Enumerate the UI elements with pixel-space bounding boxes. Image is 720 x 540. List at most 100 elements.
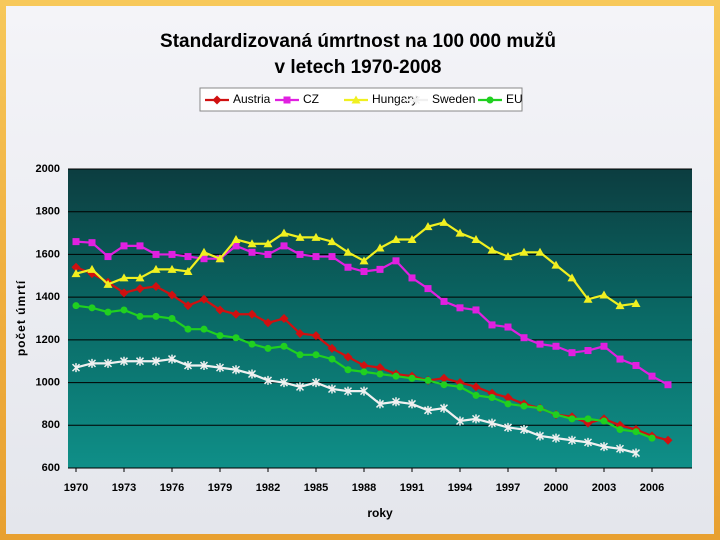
marker	[536, 340, 544, 348]
marker	[328, 355, 336, 363]
marker	[567, 273, 577, 282]
marker	[631, 448, 641, 458]
marker	[616, 426, 624, 434]
marker	[296, 351, 304, 359]
marker	[168, 250, 176, 258]
marker	[263, 318, 273, 328]
marker	[568, 349, 576, 357]
marker	[600, 342, 608, 350]
marker	[200, 255, 208, 263]
marker	[407, 399, 417, 409]
marker	[455, 416, 465, 426]
marker	[456, 383, 464, 391]
legend-label: Sweden	[432, 92, 475, 106]
marker	[232, 334, 240, 342]
x-tick-label: 2003	[592, 482, 616, 494]
marker	[552, 342, 560, 350]
x-axis-label: roky	[367, 506, 393, 520]
marker	[87, 264, 97, 273]
x-tick-label: 1979	[208, 482, 232, 494]
marker	[440, 297, 448, 305]
marker	[312, 351, 320, 359]
marker	[632, 428, 640, 436]
marker	[183, 267, 193, 276]
marker	[311, 232, 321, 241]
marker	[648, 372, 656, 380]
marker	[343, 352, 353, 362]
marker	[279, 314, 289, 323]
marker	[648, 434, 656, 442]
marker	[212, 95, 222, 105]
marker	[376, 265, 384, 273]
marker	[503, 422, 513, 432]
marker	[664, 381, 672, 389]
y-tick-label: 1800	[36, 206, 60, 218]
marker	[439, 373, 449, 383]
marker	[119, 273, 129, 282]
marker	[456, 304, 464, 312]
marker	[200, 325, 208, 333]
marker	[536, 404, 544, 412]
marker	[375, 399, 385, 409]
marker	[519, 425, 529, 435]
x-tick-label: 1973	[112, 482, 136, 494]
marker	[88, 239, 96, 247]
x-tick-label: 1976	[160, 482, 184, 494]
marker	[232, 242, 240, 250]
marker	[119, 288, 129, 298]
marker	[215, 254, 225, 263]
x-tick-label: 1970	[64, 482, 88, 494]
y-tick-label: 1200	[36, 334, 60, 346]
marker	[471, 414, 481, 424]
marker	[136, 312, 144, 320]
marker	[343, 386, 353, 396]
marker	[279, 378, 289, 388]
marker	[247, 239, 257, 248]
marker	[583, 294, 593, 303]
legend-label: CZ	[303, 92, 319, 106]
marker	[376, 370, 384, 378]
x-tick-label: 1991	[400, 482, 424, 494]
marker	[151, 281, 161, 291]
marker	[135, 356, 145, 366]
marker	[199, 294, 209, 304]
marker	[599, 442, 609, 452]
marker	[183, 301, 193, 311]
marker	[375, 243, 385, 252]
marker	[135, 273, 145, 282]
marker	[295, 382, 305, 392]
marker	[280, 342, 288, 350]
marker	[231, 365, 241, 375]
marker	[184, 253, 192, 261]
marker	[360, 368, 368, 376]
marker	[351, 95, 361, 104]
marker	[439, 217, 449, 226]
marker	[488, 321, 496, 329]
chart-title: v letech 1970-2008	[275, 57, 442, 78]
marker	[247, 369, 257, 379]
marker	[408, 274, 416, 282]
marker	[616, 355, 624, 363]
x-tick-label: 1982	[256, 482, 280, 494]
marker	[279, 228, 289, 237]
marker	[135, 284, 145, 294]
marker	[600, 417, 608, 425]
series-line	[75, 357, 637, 455]
marker	[103, 358, 113, 368]
marker	[120, 306, 128, 314]
marker	[440, 381, 448, 389]
marker	[120, 242, 128, 250]
marker	[504, 323, 512, 331]
marker	[423, 405, 433, 415]
marker	[71, 269, 81, 278]
marker	[152, 312, 160, 320]
marker	[183, 360, 193, 370]
chart-title: Standardizovaná úmrtnost na 100 000 mužů	[160, 31, 556, 52]
marker	[391, 397, 401, 407]
marker	[519, 247, 529, 256]
marker	[103, 279, 113, 288]
x-tick-label: 2000	[544, 482, 568, 494]
marker	[264, 250, 272, 258]
x-tick-label: 2006	[640, 482, 664, 494]
marker	[407, 234, 417, 243]
